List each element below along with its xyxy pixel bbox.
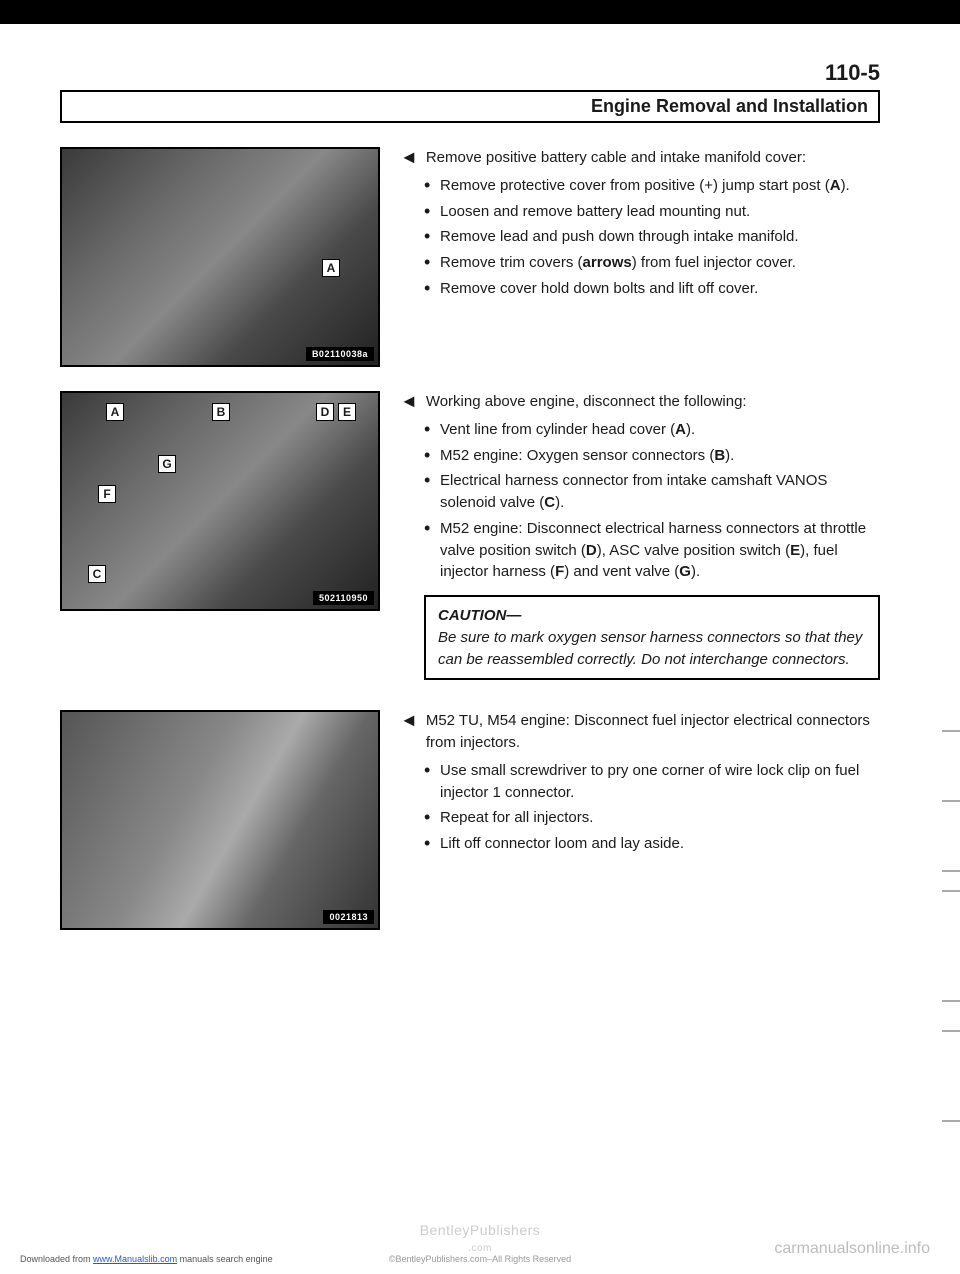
page-number: 110-5: [60, 60, 880, 86]
text-column-3: ◄ M52 TU, M54 engine: Disconnect fuel in…: [400, 710, 880, 859]
bullet-bold: A: [830, 177, 841, 194]
bullet-bold: D: [586, 542, 597, 559]
bullet-text: M52 engine: Oxygen sensor connectors (: [440, 447, 714, 464]
footer-left-link[interactable]: www.Manualslib.com: [93, 1254, 177, 1264]
bullet-text: Loosen and remove battery lead mounting …: [440, 203, 750, 220]
top-black-bar: [0, 0, 960, 24]
bullet-bold: F: [555, 563, 564, 580]
footer-publisher-text: BentleyPublishers: [420, 1222, 541, 1238]
bullet-text: ) and vent valve (: [564, 563, 679, 580]
list-item: Remove protective cover from positive (+…: [424, 175, 880, 197]
bullet-text: Use small screwdriver to pry one corner …: [440, 762, 859, 801]
bullet-text: ).: [725, 447, 734, 464]
arrow-left-icon: ◄: [400, 391, 418, 413]
list-item: M52 engine: Oxygen sensor connectors (B)…: [424, 445, 880, 467]
section-3: 0021813 ◄ M52 TU, M54 engine: Disconnect…: [60, 710, 880, 930]
footer: BentleyPublishers .com ©BentleyPublisher…: [0, 1222, 960, 1264]
bullet-bold: B: [714, 447, 725, 464]
bullet-bold: arrows: [583, 254, 632, 271]
bullet-list-2: Vent line from cylinder head cover (A). …: [424, 419, 880, 583]
photo-label-D: D: [316, 403, 334, 421]
photo-column-1: A B02110038a: [60, 147, 380, 367]
photo-3: 0021813: [60, 710, 380, 930]
bullet-text: Remove lead and push down through intake…: [440, 228, 799, 245]
bullet-bold: E: [790, 542, 800, 559]
photo-tag-2: 502110950: [313, 591, 374, 605]
list-item: Electrical harness connector from intake…: [424, 470, 880, 514]
caution-text: Be sure to mark oxygen sensor harness co…: [438, 629, 862, 668]
bullet-list-1: Remove protective cover from positive (+…: [424, 175, 880, 300]
photo-2: A B D E G F C 502110950: [60, 391, 380, 611]
photo-label-A: A: [322, 259, 340, 277]
edge-tick: [942, 800, 960, 802]
photo-label-E: E: [338, 403, 356, 421]
caution-title: CAUTION—: [438, 607, 521, 624]
photo-tag-3: 0021813: [323, 910, 374, 924]
bullet-text: Electrical harness connector from intake…: [440, 472, 827, 511]
bullet-text: ).: [686, 421, 695, 438]
lead-row-3: ◄ M52 TU, M54 engine: Disconnect fuel in…: [400, 710, 880, 754]
photo-label-F: F: [98, 485, 116, 503]
bullet-text: ) from fuel injector cover.: [632, 254, 796, 271]
caution-box: CAUTION— Be sure to mark oxygen sensor h…: [424, 595, 880, 680]
arrow-left-icon: ◄: [400, 147, 418, 169]
bullet-text: Remove trim covers (: [440, 254, 583, 271]
footer-download: Downloaded from www.Manualslib.com manua…: [20, 1254, 273, 1264]
bullet-text: Lift off connector loom and lay aside.: [440, 835, 684, 852]
photo-label-G: G: [158, 455, 176, 473]
lead-text-2: Working above engine, disconnect the fol…: [426, 391, 880, 413]
bullet-text: ).: [691, 563, 700, 580]
bullet-text: ).: [841, 177, 850, 194]
photo-column-3: 0021813: [60, 710, 380, 930]
list-item: Vent line from cylinder head cover (A).: [424, 419, 880, 441]
section-2: A B D E G F C 502110950 ◄ Working above …: [60, 391, 880, 686]
text-column-1: ◄ Remove positive battery cable and inta…: [400, 147, 880, 304]
bullet-text: Vent line from cylinder head cover (: [440, 421, 675, 438]
section-1: A B02110038a ◄ Remove positive battery c…: [60, 147, 880, 367]
edge-tick: [942, 890, 960, 892]
bullet-bold: G: [679, 563, 691, 580]
lead-text-3: M52 TU, M54 engine: Disconnect fuel inje…: [426, 710, 880, 754]
photo-column-2: A B D E G F C 502110950: [60, 391, 380, 611]
bullet-bold: C: [544, 494, 555, 511]
lead-text-1: Remove positive battery cable and intake…: [426, 147, 880, 169]
photo-label-A: A: [106, 403, 124, 421]
lead-row-2: ◄ Working above engine, disconnect the f…: [400, 391, 880, 413]
list-item: M52 engine: Disconnect electrical harnes…: [424, 518, 880, 583]
bullet-text: Remove protective cover from positive (+…: [440, 177, 830, 194]
edge-tick: [942, 1000, 960, 1002]
edge-tick: [942, 1120, 960, 1122]
edge-tick: [942, 730, 960, 732]
footer-com: .com: [468, 1243, 492, 1254]
list-item: Repeat for all injectors.: [424, 807, 880, 829]
footer-left-post: manuals search engine: [177, 1254, 273, 1264]
list-item: Use small screwdriver to pry one corner …: [424, 760, 880, 804]
edge-tick: [942, 870, 960, 872]
lead-row-1: ◄ Remove positive battery cable and inta…: [400, 147, 880, 169]
photo-1: A B02110038a: [60, 147, 380, 367]
page-title-box: Engine Removal and Installation: [60, 90, 880, 123]
list-item: Loosen and remove battery lead mounting …: [424, 201, 880, 223]
bullet-text: ).: [555, 494, 564, 511]
edge-marks: [952, 0, 960, 1274]
bullet-bold: A: [675, 421, 686, 438]
photo-label-C: C: [88, 565, 106, 583]
arrow-left-icon: ◄: [400, 710, 418, 732]
bullet-text: Repeat for all injectors.: [440, 809, 593, 826]
spacer: [60, 954, 880, 1214]
bullet-text: Remove cover hold down bolts and lift of…: [440, 280, 758, 297]
list-item: Lift off connector loom and lay aside.: [424, 833, 880, 855]
bullet-list-3: Use small screwdriver to pry one corner …: [424, 760, 880, 855]
photo-tag-1: B02110038a: [306, 347, 374, 361]
bullet-text: ), ASC valve position switch (: [597, 542, 790, 559]
text-column-2: ◄ Working above engine, disconnect the f…: [400, 391, 880, 686]
footer-left-pre: Downloaded from: [20, 1254, 93, 1264]
footer-watermark: carmanualsonline.info: [774, 1240, 930, 1258]
page: 110-5 Engine Removal and Installation A …: [0, 0, 960, 1274]
list-item: Remove trim covers (arrows) from fuel in…: [424, 252, 880, 274]
edge-tick: [942, 1030, 960, 1032]
photo-label-B: B: [212, 403, 230, 421]
list-item: Remove cover hold down bolts and lift of…: [424, 278, 880, 300]
list-item: Remove lead and push down through intake…: [424, 226, 880, 248]
